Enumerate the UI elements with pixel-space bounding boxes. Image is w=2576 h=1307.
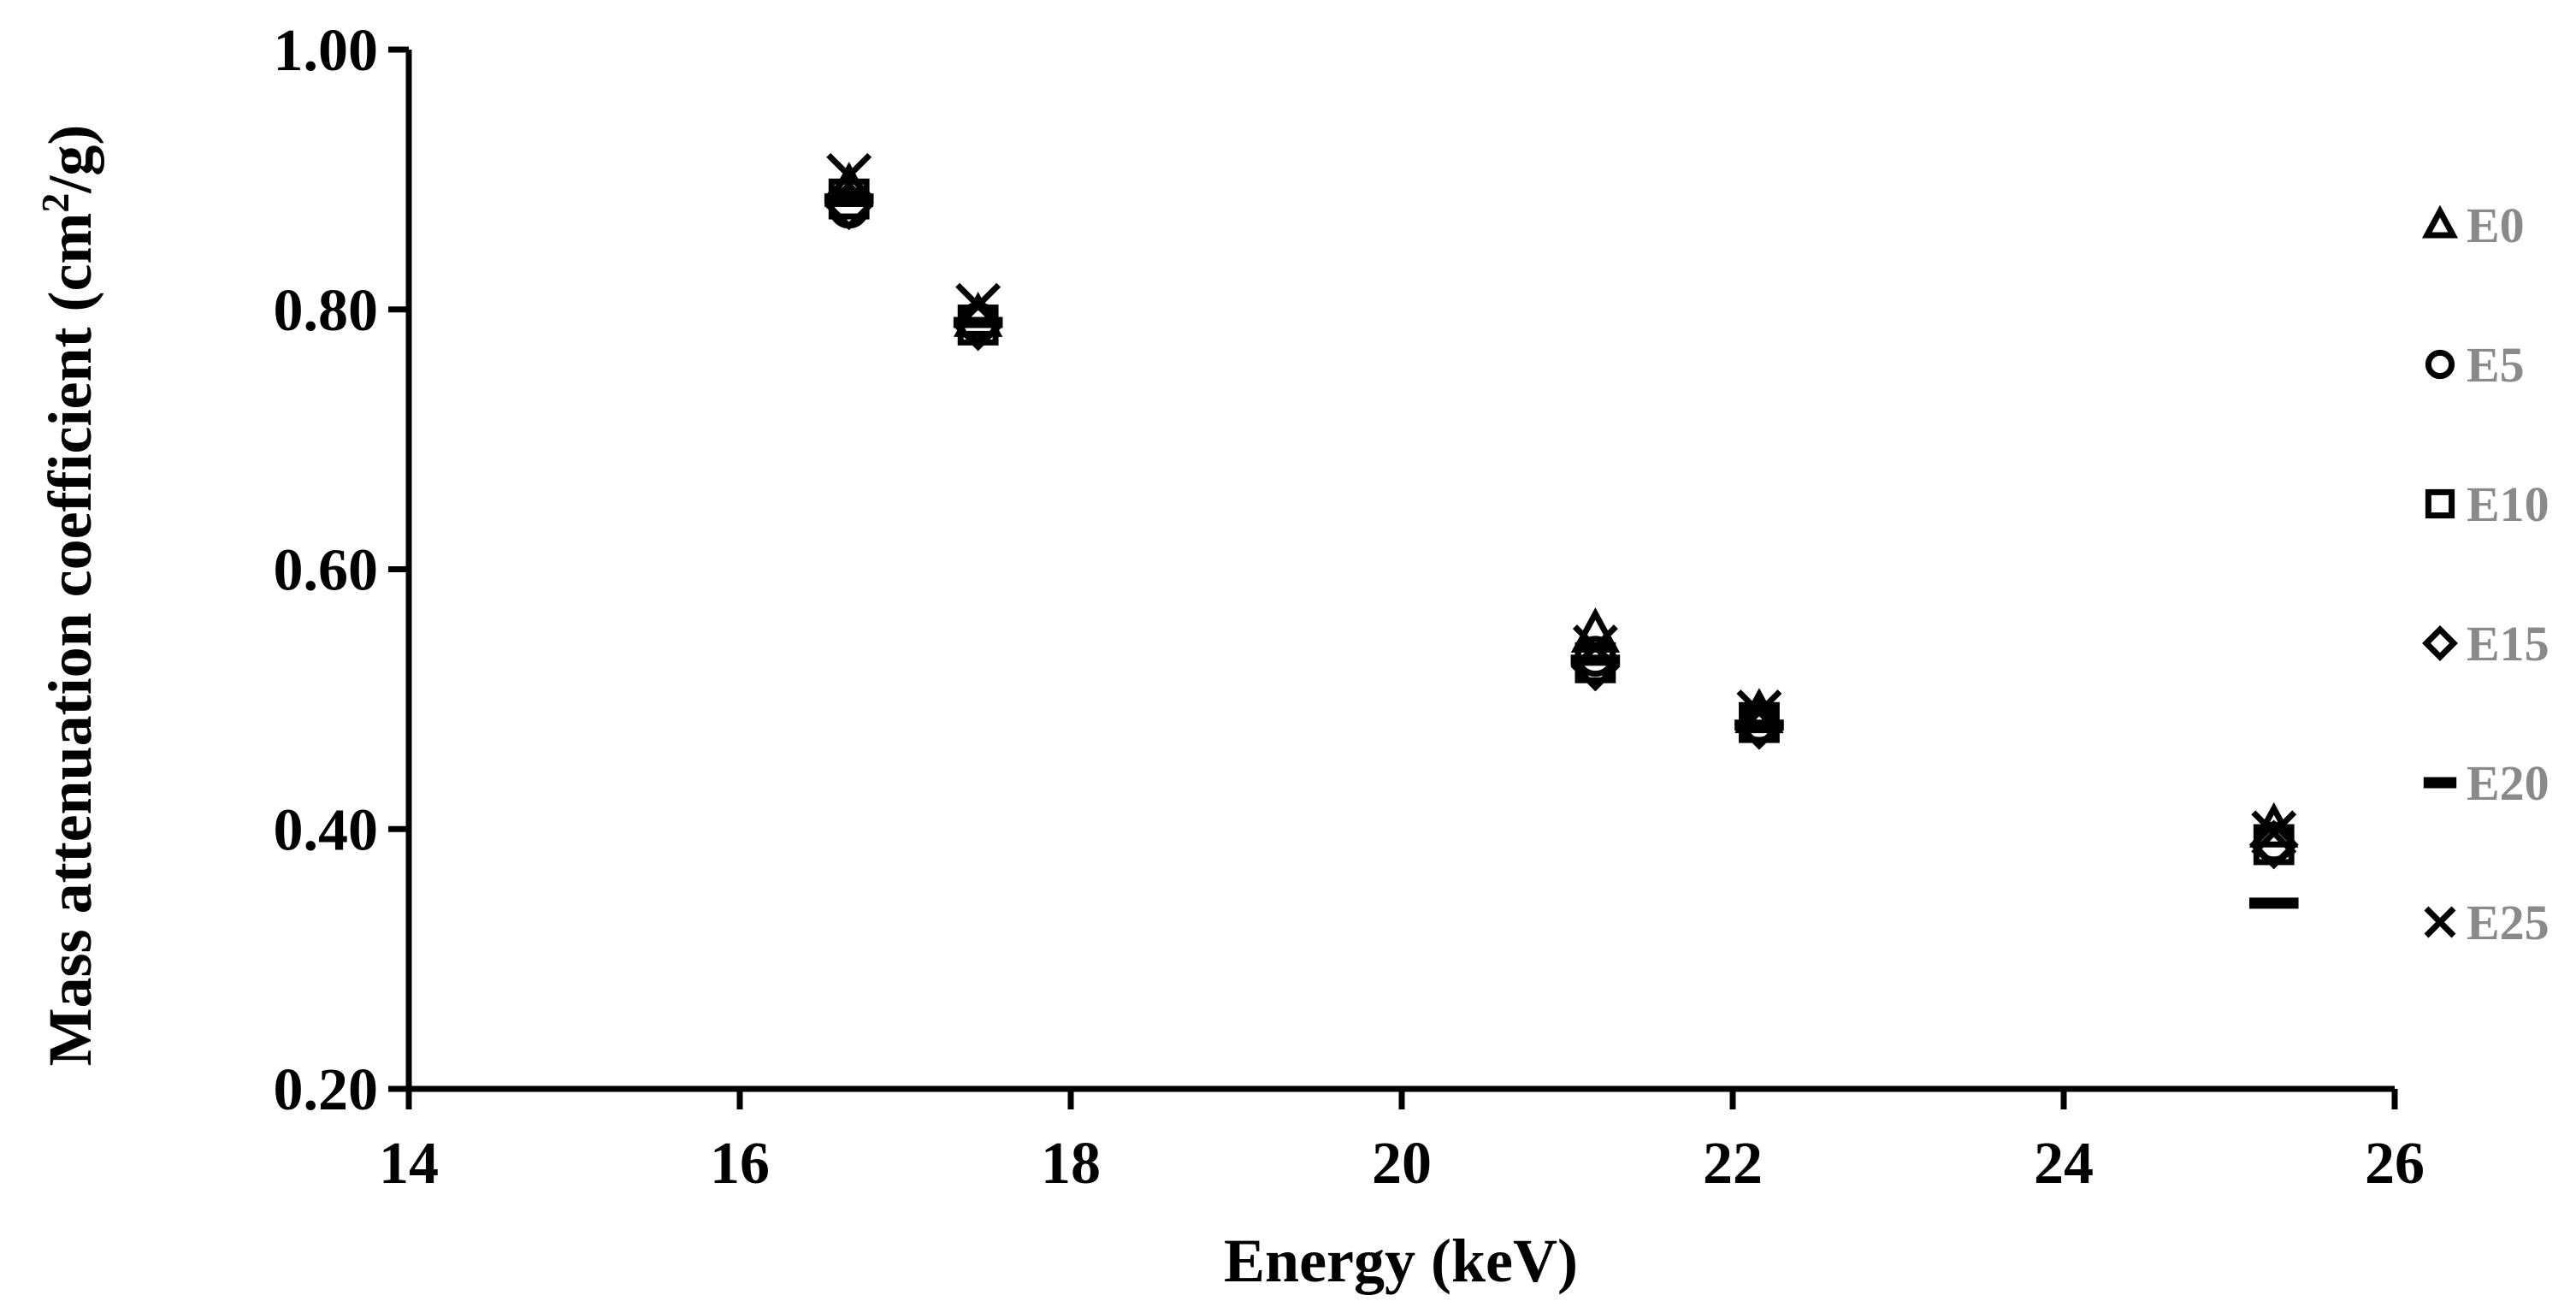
legend-label: E15 xyxy=(2467,616,2549,671)
legend-label: E0 xyxy=(2467,198,2525,253)
legend-marker-E10 xyxy=(2428,492,2451,515)
legend: E0 E5 E10 E15 E20 E25 xyxy=(2424,198,2549,950)
legend-marker-E0 xyxy=(2427,211,2453,235)
chart: 0.20 0.40 0.60 0.80 1.00 14 16 18 20 22 24 26 Ener… xyxy=(0,0,2576,1307)
x-tick-label: 14 xyxy=(379,1131,439,1197)
y-tick-label: 0.60 xyxy=(274,538,379,604)
y-tick-label: 0.20 xyxy=(274,1057,379,1123)
series-E0 xyxy=(830,169,2294,845)
axes xyxy=(409,50,2395,1089)
x-tick-label: 26 xyxy=(2365,1131,2425,1197)
series-E15 xyxy=(829,185,2295,865)
x-ticks: 14 16 18 20 22 24 26 xyxy=(379,1089,2425,1197)
legend-item-E0: E0 xyxy=(2427,198,2525,253)
legend-item-E10: E10 xyxy=(2428,476,2549,532)
y-ticks: 0.20 0.40 0.60 0.80 1.00 xyxy=(274,18,410,1123)
series-E25 xyxy=(829,155,2295,853)
x-tick-label: 16 xyxy=(710,1131,770,1197)
legend-marker-E15 xyxy=(2426,630,2454,657)
x-tick-label: 18 xyxy=(1041,1131,1101,1197)
legend-marker-E5 xyxy=(2428,352,2451,376)
y-tick-label: 0.40 xyxy=(274,797,379,863)
data-points xyxy=(824,155,2299,903)
series-E20 xyxy=(824,199,2299,903)
x-tick-label: 24 xyxy=(2034,1131,2094,1197)
series-E5 xyxy=(831,191,2291,860)
legend-item-E5: E5 xyxy=(2428,337,2524,393)
legend-label: E20 xyxy=(2467,755,2549,811)
y-tick-label: 0.80 xyxy=(274,278,379,344)
legend-item-E20: E20 xyxy=(2424,755,2549,811)
x-tick-label: 20 xyxy=(1372,1131,1432,1197)
x-axis-title: Energy (keV) xyxy=(1224,1227,1578,1295)
y-tick-label: 1.00 xyxy=(274,18,379,84)
y-axis-title-main: Mass attenuation coefficient (cm xyxy=(36,213,104,1067)
legend-label: E10 xyxy=(2467,476,2549,532)
legend-label: E25 xyxy=(2467,895,2549,950)
y-axis-title: Mass attenuation coefficient (cm2/g) xyxy=(33,125,104,1067)
legend-item-E25: E25 xyxy=(2426,895,2549,950)
legend-marker-E25 xyxy=(2426,908,2454,936)
x-tick-label: 22 xyxy=(1703,1131,1763,1197)
legend-label: E5 xyxy=(2467,337,2525,393)
legend-item-E15: E15 xyxy=(2426,616,2549,671)
series-E10 xyxy=(831,181,2291,862)
y-axis-title-tail: /g) xyxy=(36,125,104,194)
y-axis-title-superscript: 2 xyxy=(33,193,77,213)
